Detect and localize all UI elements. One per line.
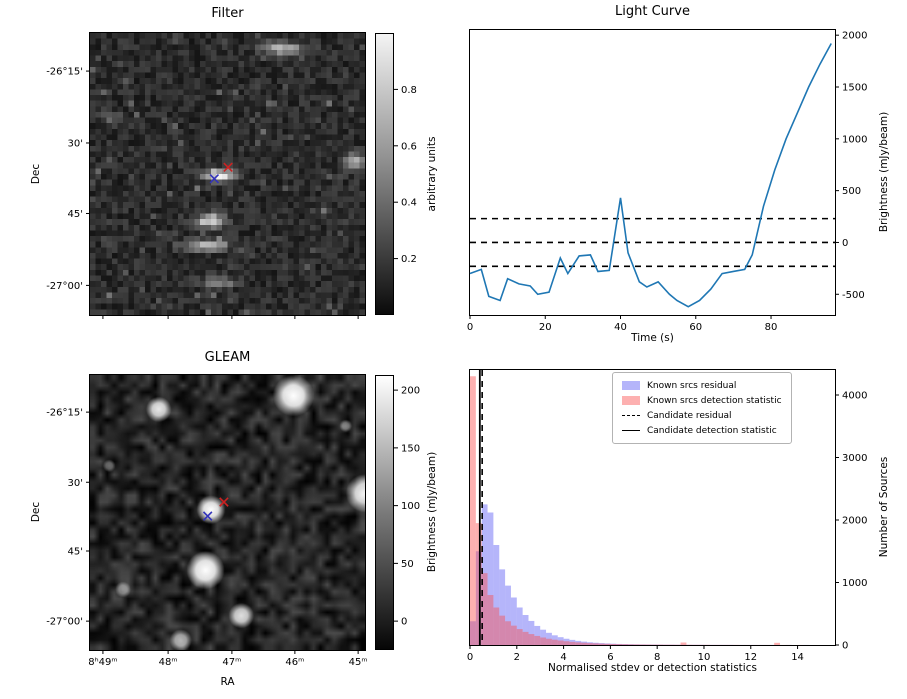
dashed-line-icon [622, 415, 640, 416]
svg-text:-27°00': -27°00' [46, 617, 83, 628]
svg-text:45': 45' [68, 209, 83, 220]
solid-line-icon [622, 430, 640, 431]
legend-label-candidate-residual: Candidate residual [647, 410, 732, 421]
svg-text:46ᵐ: 46ᵐ [285, 657, 304, 668]
svg-text:20: 20 [539, 322, 552, 333]
legend-item-candidate-detstat: Candidate detection statistic [622, 423, 782, 438]
svg-text:-500: -500 [842, 290, 865, 301]
svg-text:12: 12 [744, 652, 757, 663]
light-curve-title: Light Curve [615, 4, 690, 19]
gleam-colorbar-label: Brightness (mJy/beam) [426, 451, 438, 573]
svg-text:4000: 4000 [842, 391, 867, 402]
svg-text:2000: 2000 [842, 31, 867, 42]
legend-swatch-known-residual-icon [622, 381, 640, 390]
svg-text:2000: 2000 [842, 516, 867, 527]
light-curve-x-axis-label: Time (s) [631, 332, 674, 344]
filter-colorbar-label: arbitrary units [426, 136, 438, 212]
light-curve-y-axis-label: Brightness (mJy/beam) [878, 111, 890, 233]
legend-label-known-detstat: Known srcs detection statistic [647, 395, 782, 406]
histogram-x-axis-label: Normalised stdev or detection statistics [548, 662, 757, 674]
svg-text:48ᵐ: 48ᵐ [159, 657, 178, 668]
svg-text:10: 10 [698, 652, 711, 663]
svg-text:80: 80 [765, 322, 778, 333]
svg-text:0.8: 0.8 [401, 85, 417, 96]
legend-item-candidate-residual: Candidate residual [622, 408, 782, 423]
svg-text:6: 6 [607, 652, 613, 663]
gleam-heatmap-image [90, 375, 365, 650]
legend-item-known-residual: Known srcs residual [622, 378, 782, 393]
svg-text:47ᵐ: 47ᵐ [222, 657, 241, 668]
svg-text:500: 500 [842, 186, 861, 197]
svg-text:0: 0 [467, 322, 473, 333]
svg-text:8: 8 [654, 652, 660, 663]
svg-text:8ʰ49ᵐ: 8ʰ49ᵐ [88, 657, 117, 668]
svg-text:4: 4 [560, 652, 566, 663]
svg-text:1500: 1500 [842, 83, 867, 94]
svg-text:1000: 1000 [842, 578, 867, 589]
svg-text:45': 45' [68, 547, 83, 558]
svg-text:3000: 3000 [842, 453, 867, 464]
svg-text:45ᵐ: 45ᵐ [349, 657, 368, 668]
svg-text:30': 30' [68, 138, 83, 149]
svg-text:0: 0 [467, 652, 473, 663]
gleam-colorbar [375, 375, 394, 650]
histogram-legend: Known srcs residual Known srcs detection… [612, 372, 792, 444]
legend-item-known-detstat: Known srcs detection statistic [622, 393, 782, 408]
svg-text:40: 40 [614, 322, 627, 333]
svg-text:150: 150 [401, 443, 420, 454]
svg-text:50: 50 [401, 559, 414, 570]
filter-colorbar [375, 33, 394, 315]
svg-text:2: 2 [514, 652, 520, 663]
svg-text:0.4: 0.4 [401, 198, 417, 209]
svg-text:0.6: 0.6 [401, 141, 417, 152]
filter-title: Filter [211, 6, 244, 21]
svg-text:0: 0 [842, 238, 848, 249]
gleam-title: GLEAM [204, 350, 251, 365]
gleam-x-axis-label: RA [220, 676, 235, 688]
svg-text:60: 60 [689, 322, 702, 333]
legend-swatch-known-detstat-icon [622, 396, 640, 405]
svg-text:-27°00': -27°00' [46, 281, 83, 292]
legend-label-candidate-detstat: Candidate detection statistic [647, 425, 777, 436]
svg-text:-26°15': -26°15' [46, 408, 83, 419]
filter-heatmap-image [90, 33, 365, 315]
histogram-y-axis-label: Number of Sources [878, 456, 890, 558]
svg-text:-26°15': -26°15' [46, 67, 83, 78]
svg-text:14: 14 [791, 652, 804, 663]
svg-text:200: 200 [401, 386, 420, 397]
svg-text:0: 0 [842, 641, 848, 652]
filter-y-axis-label: Dec [30, 163, 42, 185]
svg-text:100: 100 [401, 501, 420, 512]
gleam-y-axis-label: Dec [30, 501, 42, 523]
legend-label-known-residual: Known srcs residual [647, 380, 737, 391]
svg-text:30': 30' [68, 478, 83, 489]
svg-text:0: 0 [401, 617, 407, 628]
svg-text:1000: 1000 [842, 134, 867, 145]
svg-text:0.2: 0.2 [401, 254, 417, 265]
